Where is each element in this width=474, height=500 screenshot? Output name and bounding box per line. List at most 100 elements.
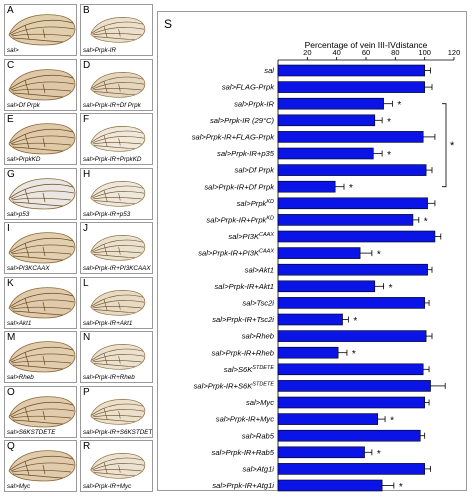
wing-vein [24, 460, 30, 476]
bar [277, 164, 427, 176]
bar [277, 180, 336, 193]
category-label: sal>Prpk-IR+Rheb [212, 348, 274, 357]
wing-vein [10, 244, 75, 254]
panel-caption: sal>Prpk-IR+Df Prpk [83, 101, 141, 109]
bar [277, 131, 424, 143]
wing-vein [9, 346, 74, 362]
wing-image [8, 341, 76, 373]
panel-caption: sal>Rheb [7, 374, 34, 381]
wing-image [90, 398, 146, 425]
significance-star: * [377, 449, 381, 460]
panel-caption: sal>Prpk-IR+S6KSTDETE [83, 428, 153, 436]
wing-vein [10, 353, 75, 363]
wing-vein [94, 254, 136, 259]
wing-vein [103, 134, 108, 147]
group-significance-star: * [450, 140, 455, 152]
wing-vein [93, 469, 142, 472]
wing-vein [103, 25, 108, 38]
category-label: sal>Prpk-IR+Rab5 [212, 448, 275, 457]
category-label: sal>Prpk-IR+PI3KCAAX [198, 249, 274, 258]
bar [277, 380, 431, 392]
category-label: sal>Myc [246, 398, 274, 407]
bar [277, 313, 343, 326]
panel-letter: O [7, 386, 15, 398]
wing-vein [11, 197, 72, 200]
bar [277, 147, 374, 160]
wing-vein [92, 408, 145, 416]
wing-vein [118, 247, 121, 255]
x-tick-label: 120 [448, 48, 461, 57]
wing-image [8, 286, 76, 318]
wing-vein [92, 245, 145, 253]
category-label: sal>Prpk-IR+Df Prpk [204, 182, 275, 191]
wing-vein [11, 142, 72, 146]
category-label: sal>Prpk-IR+Atg1i [212, 481, 274, 490]
wing-vein [91, 130, 144, 143]
wing-vein [12, 37, 64, 43]
wing-image [90, 289, 146, 316]
wing-blade [8, 286, 76, 318]
bar [277, 230, 436, 243]
wing-vein [11, 469, 72, 473]
chart-panel-letter: S [164, 17, 172, 31]
wing-vein [9, 183, 74, 198]
wing-blade [8, 123, 76, 155]
panel-caption: sal>S6KSTDETE [7, 428, 56, 436]
wing-image [8, 14, 76, 46]
wing-image [90, 17, 146, 43]
bar [277, 114, 376, 127]
wing-vein [9, 401, 74, 416]
wing-vein [24, 79, 30, 94]
wing-blade [90, 398, 146, 425]
chart-title: Percentage of vein III-IVdistance [305, 40, 428, 50]
panel-letter: L [83, 277, 89, 289]
wing-vein [9, 74, 74, 89]
wing-vein [94, 417, 136, 422]
wing-vein [42, 28, 46, 39]
significance-star: * [349, 183, 353, 194]
wing-blade [90, 126, 146, 152]
wing-vein [10, 135, 75, 145]
wing-image [90, 235, 146, 261]
panel-letter: M [7, 332, 16, 343]
wing-vein [94, 36, 136, 41]
significance-star: * [352, 349, 356, 360]
wing-blade [90, 17, 146, 43]
wing-vein [91, 403, 144, 416]
significance-star: * [387, 117, 391, 128]
wing-vein [9, 237, 74, 253]
wing-vein [93, 414, 142, 417]
panel-letter: Q [7, 441, 15, 452]
wing-vein [42, 137, 46, 148]
wing-vein [11, 306, 72, 309]
category-label: sal>PI3KCAAX [228, 232, 274, 241]
category-label: sal>Prpk-IR+FLAG-Prpk [192, 133, 275, 142]
category-label: sal>Prpk-IR+p35 [217, 149, 275, 158]
wing-vein [11, 251, 72, 255]
bar [277, 280, 376, 293]
panel-letter: P [83, 386, 90, 398]
wing-vein [42, 410, 46, 420]
wing-blade [90, 344, 146, 370]
significance-star: * [353, 316, 357, 327]
wing-vein [92, 136, 145, 144]
panel-caption: sal>Prpk-IR+Myc [83, 483, 132, 490]
wing-vein [9, 128, 74, 144]
wing-vein [118, 138, 121, 146]
panel-letter: N [83, 332, 91, 343]
panel-caption: sal>Prpk-IR+Akt1 [83, 319, 133, 327]
wing-image [90, 126, 146, 152]
wing-image [90, 71, 146, 98]
wing-vein [24, 297, 30, 312]
wing-vein [93, 360, 142, 363]
wing-image [90, 180, 146, 207]
